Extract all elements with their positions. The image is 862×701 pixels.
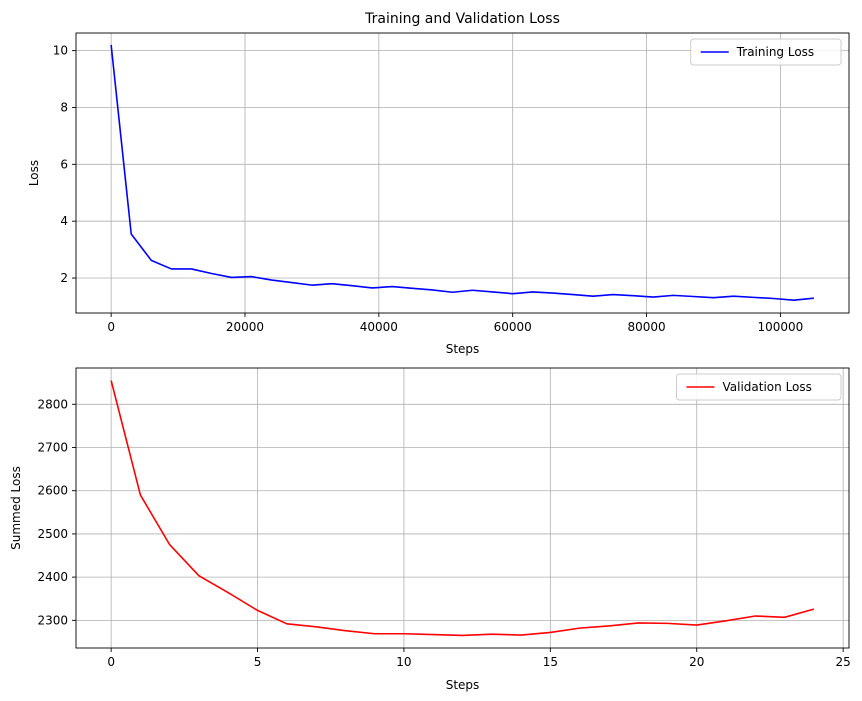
- legend-label: Training Loss: [736, 45, 814, 59]
- legend: Training Loss: [690, 38, 842, 66]
- x-tick-label: 25: [836, 655, 851, 669]
- x-tick-label: 80000: [627, 320, 665, 334]
- x-tick-label: 5: [254, 655, 262, 669]
- axes-frame: [75, 32, 850, 314]
- x-tick-label: 0: [107, 655, 115, 669]
- x-tick-label: 20000: [226, 320, 264, 334]
- x-tick-label: 0: [107, 320, 115, 334]
- x-tick-label: 100000: [757, 320, 803, 334]
- series-line-validation-loss: [110, 380, 815, 637]
- legend: Validation Loss: [676, 373, 842, 401]
- y-tick-label: 2700: [37, 441, 68, 455]
- y-tick-label: 8: [60, 100, 68, 114]
- chart-1: 0 20000 40000 60000 80000 100000 2 4 6 8 10 Steps Lo…: [27, 11, 850, 356]
- legend-box: [676, 373, 842, 401]
- y-tick-label: 2400: [37, 570, 68, 584]
- y-tick-label: 2: [60, 271, 68, 285]
- chart-title: Training and Validation Loss: [364, 11, 560, 27]
- x-tick-label: 40000: [360, 320, 398, 334]
- x-tick-label: 10: [396, 655, 411, 669]
- y-axis-label: Summed Loss: [9, 466, 23, 550]
- y-tick-label: 6: [60, 157, 68, 171]
- y-tick-label: 4: [60, 214, 68, 228]
- chart-2: 0 5 10 15 20 25 2300 2400 2500 2600 2700 2800 Steps S…: [9, 367, 851, 692]
- y-axis-label: Loss: [27, 160, 41, 186]
- y-tick-label: 2800: [37, 397, 68, 411]
- x-axis-label: Steps: [446, 342, 480, 356]
- legend-label: Validation Loss: [723, 380, 812, 394]
- y-tick-label: 2300: [37, 613, 68, 627]
- series-line-training-loss: [110, 44, 814, 302]
- axes-frame: [75, 367, 850, 649]
- plot-area: [76, 33, 849, 313]
- plot-area: [76, 368, 849, 648]
- x-tick-label: 20: [689, 655, 704, 669]
- x-axis-label: Steps: [446, 678, 480, 692]
- y-tick-label: 10: [53, 44, 68, 58]
- x-tick-label: 60000: [494, 320, 532, 334]
- y-tick-label: 2500: [37, 527, 68, 541]
- x-tick-label: 15: [543, 655, 558, 669]
- y-tick-label: 2600: [37, 484, 68, 498]
- legend-box: [690, 38, 842, 66]
